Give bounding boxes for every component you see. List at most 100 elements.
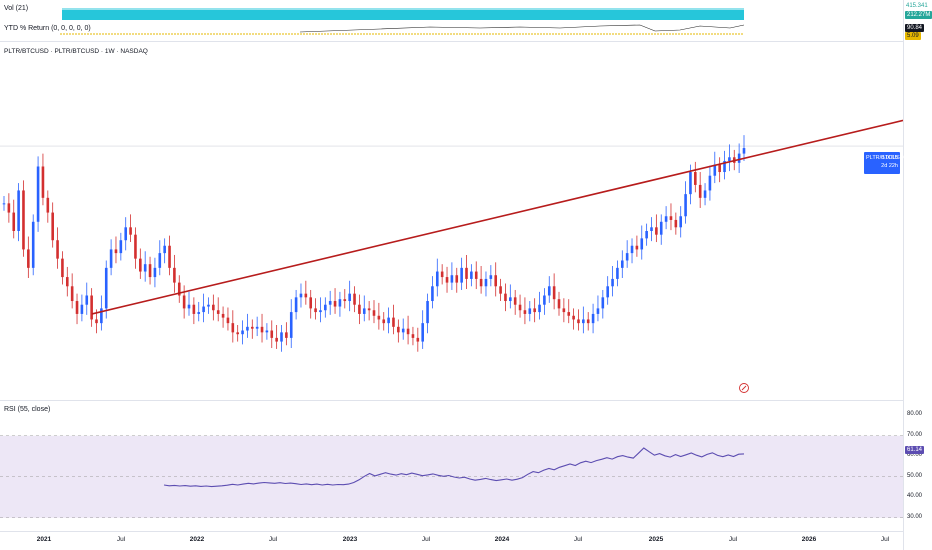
candle — [22, 180, 25, 257]
rsi-tick: 70.00 — [907, 431, 923, 438]
x-tick: 2023 — [342, 536, 358, 543]
rsi-tick: 40.00 — [907, 493, 923, 500]
candle — [513, 289, 517, 315]
candle — [455, 267, 459, 293]
candle — [319, 297, 322, 323]
candle — [620, 250, 624, 278]
candle — [187, 291, 191, 316]
candle — [41, 153, 45, 206]
candle — [664, 206, 668, 230]
candle — [90, 288, 93, 327]
candle — [445, 266, 449, 293]
candle — [684, 181, 687, 224]
volume-area — [62, 10, 744, 20]
candle — [674, 212, 678, 235]
candle — [148, 256, 152, 285]
candle — [611, 266, 614, 297]
candle — [328, 290, 332, 315]
alert-icon[interactable] — [739, 383, 749, 393]
candle — [104, 260, 108, 319]
candle — [489, 265, 493, 287]
candle — [504, 283, 507, 312]
candle — [533, 298, 536, 323]
candle — [177, 275, 181, 303]
candle — [134, 227, 137, 269]
candle — [100, 295, 103, 331]
candle — [173, 254, 176, 293]
price-badge-symbol: PLTR/BTCUSD — [866, 155, 904, 161]
candle — [255, 316, 259, 337]
candle — [411, 326, 415, 346]
x-tick: Jul — [116, 536, 126, 543]
x-tick: Jul — [880, 536, 890, 543]
candle — [119, 232, 123, 261]
candle — [367, 301, 371, 321]
candle — [236, 324, 239, 342]
candle — [241, 320, 244, 345]
candle — [70, 273, 74, 309]
candle — [51, 202, 54, 248]
x-tick: 2025 — [648, 536, 664, 543]
candle — [275, 324, 278, 349]
ytd-label[interactable]: YTD % Return (0, 0, 0, 0, 0) — [4, 25, 91, 32]
candle — [343, 289, 347, 309]
candle — [450, 262, 454, 290]
ytd-return-line — [299, 24, 745, 33]
candle — [348, 280, 351, 312]
candle — [129, 214, 132, 243]
candle — [333, 288, 337, 314]
candle — [523, 297, 527, 325]
trendline[interactable] — [91, 119, 903, 315]
candle — [372, 300, 376, 324]
vol-label[interactable]: Vol (21) — [4, 5, 29, 12]
x-tick: Jul — [421, 536, 431, 543]
candle — [231, 310, 235, 343]
candle — [139, 248, 142, 279]
candle — [85, 282, 89, 315]
candle — [606, 276, 609, 305]
price-axis[interactable]: 415.341 212.27M 90.84 5.09 80.00 70.00 60.… — [903, 0, 932, 550]
rsi-line — [163, 447, 745, 488]
candle — [143, 251, 147, 282]
candle — [114, 236, 118, 264]
candle — [479, 266, 483, 294]
price-chart[interactable] — [0, 42, 903, 400]
candle — [163, 238, 166, 264]
candle — [718, 157, 721, 183]
candle — [737, 143, 741, 173]
candle — [645, 223, 648, 246]
candle — [387, 307, 390, 334]
candle — [650, 217, 653, 242]
candle — [416, 327, 420, 352]
rsi-label[interactable]: RSI (55, close) — [4, 406, 51, 413]
volume-bars — [62, 8, 744, 20]
candle — [65, 266, 69, 297]
candle — [382, 312, 386, 331]
candle — [708, 165, 712, 201]
candle — [635, 235, 639, 257]
candle — [406, 315, 410, 345]
candle — [250, 319, 254, 339]
candle — [431, 276, 434, 309]
candle — [659, 214, 663, 245]
candle — [572, 308, 575, 330]
rsi-value-badge: 61.14 — [905, 446, 925, 454]
candle — [212, 294, 215, 321]
x-tick: 2024 — [494, 536, 510, 543]
candle — [168, 235, 171, 276]
candle — [421, 310, 424, 349]
candle — [216, 297, 220, 322]
candle — [377, 302, 381, 330]
x-tick: Jul — [573, 536, 583, 543]
candle — [723, 150, 726, 180]
candle — [591, 303, 595, 334]
candle — [552, 273, 556, 310]
candle — [547, 276, 551, 303]
ytd-value-badge-2: 5.09 — [905, 32, 921, 40]
candle — [362, 295, 366, 322]
x-tick: 2021 — [36, 536, 52, 543]
x-tick: 2022 — [189, 536, 205, 543]
ytd-lines — [60, 24, 745, 35]
x-tick: Jul — [728, 536, 738, 543]
rsi-chart[interactable] — [0, 401, 903, 532]
